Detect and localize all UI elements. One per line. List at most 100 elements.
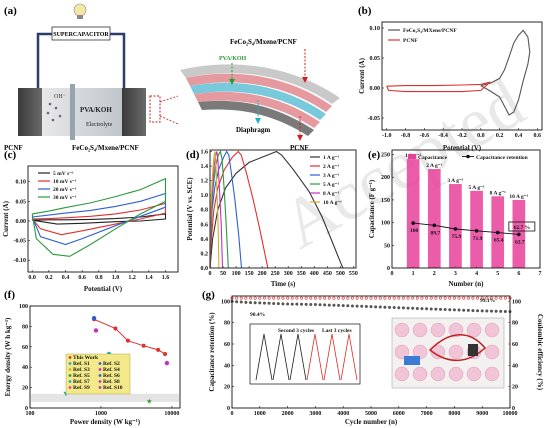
panel-label-b: (b) (358, 5, 372, 17)
photo-pattern (394, 344, 410, 360)
x-tick-label: 400 (310, 271, 319, 277)
this-work-point (125, 338, 130, 343)
photo-pattern (448, 344, 464, 360)
retention-point (295, 302, 299, 306)
series-line (209, 150, 269, 269)
bar-label: 10 A g⁻¹ (509, 194, 528, 200)
efficiency-point (235, 296, 239, 300)
retention-point (337, 303, 341, 307)
plot-frame-d (209, 149, 357, 269)
chart-d: 0 50 100 150 200 250 300 350 400 450 500 550 0.0 0.2 0… (186, 149, 358, 288)
y-tick-label: 0.0 (201, 266, 209, 272)
bar-label: 2 A g⁻¹ (426, 163, 443, 169)
retention-point (420, 307, 424, 311)
efficiency-point (494, 296, 498, 300)
inset-legend: Second 3 cycles (278, 328, 314, 334)
capacitance-bar (427, 169, 441, 268)
retention-point (474, 228, 479, 233)
series-line (32, 213, 167, 225)
x-tick-label: -0.2 (457, 133, 467, 139)
legend-label: Ref. S3 (73, 367, 90, 373)
y2-axis-label: Coulombic efficiency (%) (536, 314, 544, 391)
retention-point (480, 309, 484, 313)
x-tick-label: 4 (475, 271, 478, 277)
efficiency-point (346, 296, 350, 300)
legend-box (65, 353, 131, 395)
photo-pattern (412, 322, 428, 338)
y-tick-label: 150 (381, 198, 390, 204)
plot-frame-g (231, 295, 511, 409)
efficiency-point (244, 296, 248, 300)
legend-label: Ref. S2 (103, 361, 120, 367)
chart-c: 0.0 0.2 0.4 0.6 0.8 1.0 1.2 1.4 1.6 -0.10 -0.05 0.0… (2, 171, 169, 293)
this-work-point (163, 351, 168, 356)
layer-stack (180, 64, 340, 136)
efficiency-point (448, 296, 452, 300)
ref-marker (164, 360, 170, 366)
x-tick-label: 1.4 (145, 275, 153, 281)
x-tick-label: 500 (336, 271, 345, 277)
y-tick-label: -0.05 (368, 116, 381, 122)
plot-frame-c (27, 165, 179, 273)
retention-point (249, 301, 253, 305)
retention-point (300, 302, 303, 306)
y-tick-label: 80 (224, 321, 230, 327)
efficiency-point (452, 296, 456, 300)
legend-label: 2 A g⁻¹ (323, 164, 340, 170)
x-tick-label: 5000 (365, 411, 377, 417)
efficiency-point (299, 296, 303, 300)
efficiency-point (355, 296, 359, 300)
retention-point (411, 221, 415, 225)
photo-pattern (466, 322, 482, 338)
efficiency-point (327, 296, 331, 300)
retention-point (304, 302, 308, 306)
legend-label: 20 mV s⁻¹ (53, 187, 77, 193)
x-tick-label: -0.4 (438, 133, 448, 139)
y-tick-label: 0 (387, 266, 390, 272)
legend-marker (68, 356, 72, 359)
photo-pattern (448, 366, 464, 382)
legend-label: 1 A g⁻¹ (323, 155, 340, 161)
retention-point (360, 304, 364, 308)
x-tick-label: 7 (539, 271, 542, 277)
y-tick-label: 1.6 (201, 149, 209, 155)
legend-marker (68, 362, 72, 365)
x-tick-label: 9000 (476, 411, 488, 417)
y-axis-label: Current (A) (358, 57, 366, 94)
x-tick-label: 450 (323, 271, 332, 277)
y-tick-label: 1.0 (201, 193, 209, 199)
legend-label: 10 mV s⁻¹ (53, 179, 77, 185)
legend-label: 5 mV s⁻¹ (53, 171, 74, 177)
x-tick-label: 1000 (254, 411, 266, 417)
legend-label: Ref. S9 (73, 385, 90, 391)
panel-a: (a) SUPERCAPACITOR OH⁻ PVA/KOH Electroly… (4, 3, 340, 152)
retention-label: 75.9 (452, 234, 462, 240)
y-tick-label: 0 (25, 406, 28, 412)
retention-point (378, 305, 382, 309)
legend-label: 5 A g⁻¹ (323, 182, 340, 188)
retention-point (383, 305, 387, 309)
efficiency-point (272, 296, 276, 300)
x-tick-label: -1.0 (382, 133, 392, 139)
legend-marker (68, 368, 72, 371)
charts: -1.0 -0.8 -0.6 -0.4 -0.2 0.0 0.2 0.4 0.6-0.050.0… (2, 21, 544, 426)
retention-point (272, 301, 276, 305)
legend-marker (68, 380, 72, 383)
x-tick-label: 6000 (393, 411, 405, 417)
x-tick-label: 0.4 (515, 133, 523, 139)
x-tick-label: 0 (209, 271, 212, 277)
retention-point (462, 308, 466, 312)
bar-label: 5 A g⁻¹ (468, 185, 485, 191)
retention-point (350, 304, 354, 308)
retention-point (453, 227, 458, 231)
efficiency-point (276, 296, 280, 300)
legend-label: PCNF (403, 38, 418, 44)
retention-point (355, 304, 359, 308)
retention-point (309, 302, 313, 306)
retention-point (406, 306, 410, 310)
series-line (209, 151, 220, 269)
x-axis-label: Number (n) (448, 280, 484, 288)
efficiency-point (406, 296, 410, 300)
pcnf-electrode (18, 88, 42, 136)
ref-marker-star: ★ (146, 397, 152, 405)
